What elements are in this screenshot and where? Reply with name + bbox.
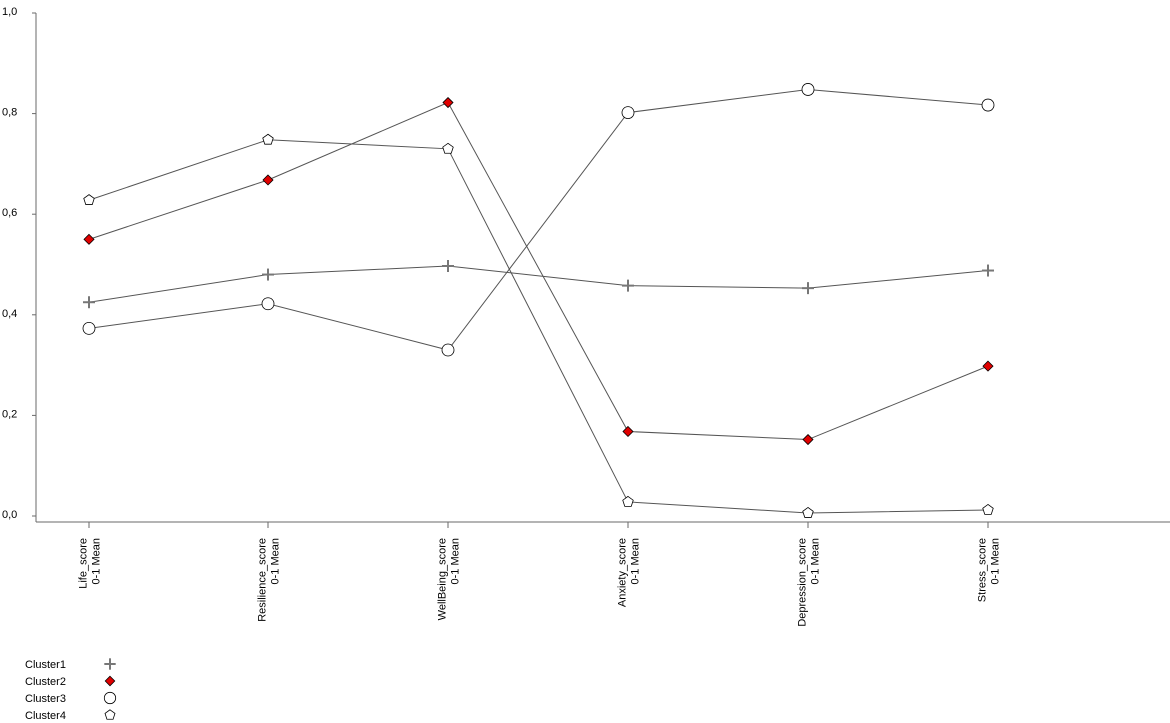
pentagon-marker (982, 503, 994, 515)
x-category-label: Resilience_score 0-1 Mean (257, 538, 282, 622)
legend-label: Cluster1 (25, 659, 66, 671)
pentagon-marker (442, 142, 454, 154)
pentagon-marker (802, 506, 814, 518)
plus-marker (262, 268, 274, 281)
x-category-label: Stress_score 0-1 Mean (977, 538, 1002, 602)
plus-marker (104, 658, 116, 670)
x-category-label: Life_score 0-1 Mean (78, 538, 103, 589)
diamond-marker (104, 675, 116, 687)
y-tick-label: 1,0 (2, 6, 17, 18)
category-name: Anxiety_score (617, 538, 629, 607)
pentagon-marker (104, 709, 116, 720)
circle-marker (103, 691, 117, 705)
series-cluster2 (83, 96, 994, 446)
legend-item-cluster4: Cluster4 (25, 709, 116, 722)
legend-label: Cluster3 (25, 693, 66, 705)
plus-marker (802, 282, 814, 295)
legend-label: Cluster4 (25, 710, 66, 722)
category-name: WellBeing_score (437, 538, 449, 620)
plus-marker (982, 264, 994, 277)
diamond-marker (442, 96, 454, 109)
legend-item-cluster2: Cluster2 (25, 675, 116, 688)
y-tick-label: 0,2 (2, 408, 17, 420)
series-line (88, 139, 989, 514)
series-cluster1 (83, 260, 994, 309)
plus-marker (83, 296, 95, 309)
plus-marker (442, 260, 454, 273)
x-category-label: Depression_score 0-1 Mean (797, 538, 822, 627)
series-cluster4 (83, 133, 994, 518)
category-measure: 0-1 Mean (91, 538, 103, 584)
legend: Cluster1 Cluster2 Cluster3 Cluster4 (25, 658, 117, 722)
plus-marker (622, 279, 634, 292)
diamond-marker (622, 425, 634, 438)
category-measure: 0-1 Mean (810, 538, 822, 584)
circle-marker (621, 106, 635, 119)
series-layer (82, 83, 995, 518)
y-tick-label: 0,4 (2, 308, 17, 320)
circle-marker (441, 343, 455, 357)
series-line (88, 265, 989, 303)
category-name: Resilience_score (257, 538, 269, 622)
pentagon-marker (83, 194, 95, 205)
diamond-marker (262, 174, 274, 186)
series-line (88, 88, 989, 351)
y-tick-label: 0,8 (2, 107, 17, 119)
category-measure: 0-1 Mean (450, 538, 462, 584)
series-cluster3 (82, 83, 995, 357)
category-measure: 0-1 Mean (270, 538, 282, 584)
diamond-marker (982, 360, 994, 372)
circle-marker (981, 98, 995, 112)
category-name: Life_score (78, 538, 90, 589)
category-measure: 0-1 Mean (630, 538, 642, 584)
circle-marker (261, 297, 275, 311)
legend-label: Cluster2 (25, 676, 66, 688)
y-tick-label: 0,0 (2, 509, 17, 521)
y-tick-label: 0,6 (2, 207, 17, 219)
pentagon-marker (262, 133, 274, 145)
x-category-label: WellBeing_score 0-1 Mean (437, 538, 462, 620)
category-name: Depression_score (797, 538, 809, 627)
series-line (88, 101, 989, 441)
legend-item-cluster1: Cluster1 (25, 658, 116, 671)
category-name: Stress_score (977, 538, 989, 602)
legend-item-cluster3: Cluster3 (25, 691, 117, 705)
circle-marker (82, 321, 96, 335)
diamond-marker (802, 433, 814, 446)
diamond-marker (83, 233, 95, 245)
pentagon-marker (622, 495, 634, 507)
category-measure: 0-1 Mean (990, 538, 1002, 584)
circle-marker (801, 83, 815, 96)
x-category-label: Anxiety_score 0-1 Mean (617, 538, 642, 607)
